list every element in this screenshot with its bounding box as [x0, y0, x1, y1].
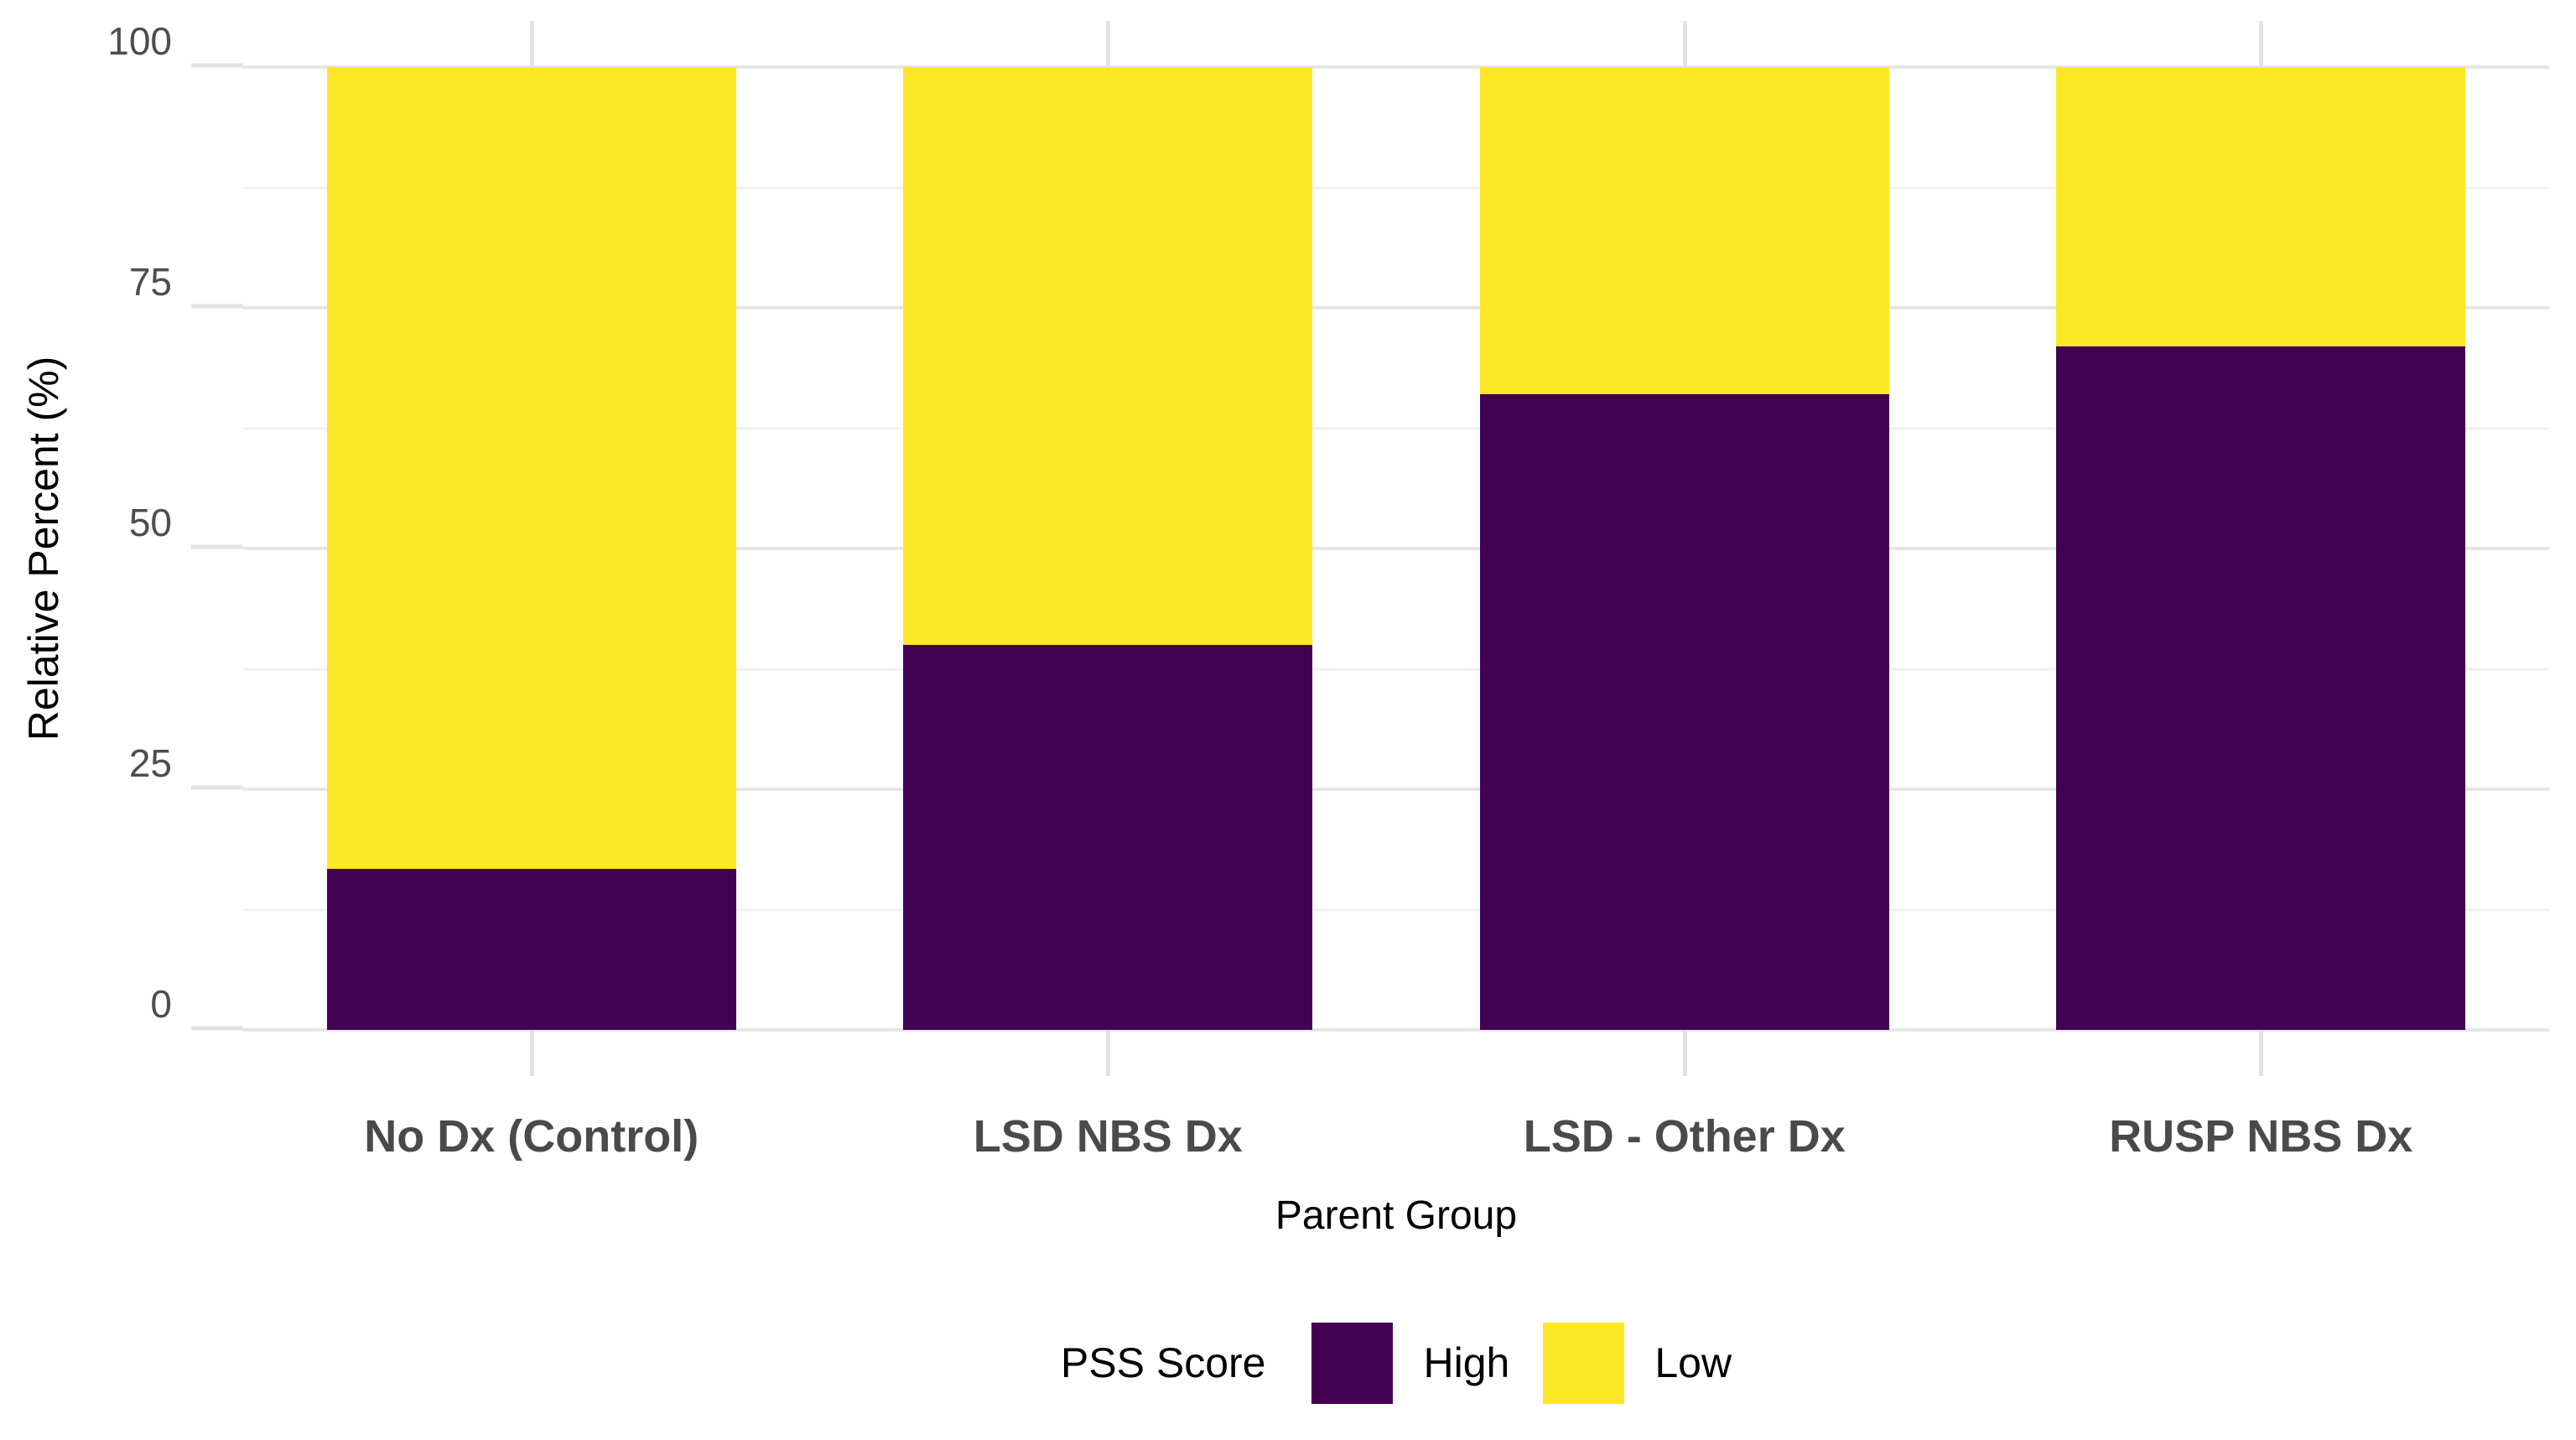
x-axis-tick-bottom [2259, 1030, 2264, 1076]
legend-label-high: High [1423, 1339, 1510, 1386]
bar-slot [1396, 21, 1973, 1076]
y-tick-label: 0 [150, 982, 172, 1026]
x-axis-labels: No Dx (Control) LSD NBS Dx LSD - Other Dx R… [243, 1090, 2549, 1183]
bar-segment-high [1479, 394, 1889, 1030]
gridline-minor [243, 427, 2549, 429]
legend-swatch-high [1311, 1322, 1394, 1404]
gridline-minor [243, 186, 2549, 189]
legend: PSS Score High Low [243, 1308, 2549, 1417]
gridline-major [243, 306, 2549, 309]
x-axis-tick-top [1106, 21, 1111, 67]
x-axis-tick-bottom [1106, 1030, 1111, 1076]
x-category-label: LSD NBS Dx [973, 1111, 1243, 1162]
plot-panel [243, 21, 2550, 1076]
bars-layer [243, 21, 2550, 1076]
x-category-label: No Dx (Control) [364, 1111, 699, 1162]
legend-swatch-low [1543, 1322, 1625, 1404]
gridline-minor [243, 908, 2549, 911]
y-tick-label: 100 [107, 19, 172, 63]
legend-item-high: High [1311, 1322, 1510, 1404]
gridline-major [243, 547, 2549, 550]
legend-title: PSS Score [1060, 1339, 1266, 1386]
gridline-minor [243, 668, 2549, 670]
bar-segment-high [903, 644, 1313, 1030]
legend-label-low: Low [1654, 1339, 1732, 1386]
gridline-major [243, 788, 2549, 791]
gridline-major [243, 65, 2549, 69]
x-axis-tick-top [529, 21, 534, 67]
bar-segment-low [903, 67, 1313, 645]
bar-segment-low [1479, 67, 1889, 395]
bar-segment-high [326, 869, 736, 1030]
x-category-label: RUSP NBS Dx [2109, 1111, 2413, 1162]
legend-item-low: Low [1543, 1322, 1732, 1404]
y-tick-label: 75 [128, 260, 172, 304]
x-axis-tick-top [2259, 21, 2264, 67]
stacked-bar-4 [2056, 67, 2466, 1030]
x-axis-title: Parent Group [1275, 1193, 1518, 1238]
bar-segment-low [2056, 67, 2466, 346]
y-axis-tick [191, 63, 243, 67]
y-tick-label: 50 [128, 501, 172, 544]
bar-slot [1973, 21, 2550, 1076]
bar-segment-high [2056, 346, 2466, 1030]
bar-slot [243, 21, 820, 1076]
x-axis-tick-bottom [1682, 1030, 1687, 1076]
x-axis-tick-bottom [529, 1030, 534, 1076]
bar-segment-low [326, 67, 736, 870]
x-category-label: LSD - Other Dx [1523, 1111, 1846, 1162]
y-axis-tick [191, 304, 243, 308]
y-axis-tick [191, 544, 243, 548]
y-axis-tick [191, 785, 243, 789]
stacked-bar-1 [326, 67, 736, 1030]
gridline-major [243, 1028, 2549, 1032]
stacked-bar-3 [1479, 67, 1889, 1030]
x-axis-tick-top [1682, 21, 1687, 67]
y-axis-tick [191, 1026, 243, 1030]
y-axis-labels: 0 25 50 75 100 [0, 19, 243, 1030]
stacked-bar-2 [903, 67, 1313, 1030]
bar-slot [820, 21, 1397, 1076]
y-tick-label: 25 [128, 741, 172, 785]
